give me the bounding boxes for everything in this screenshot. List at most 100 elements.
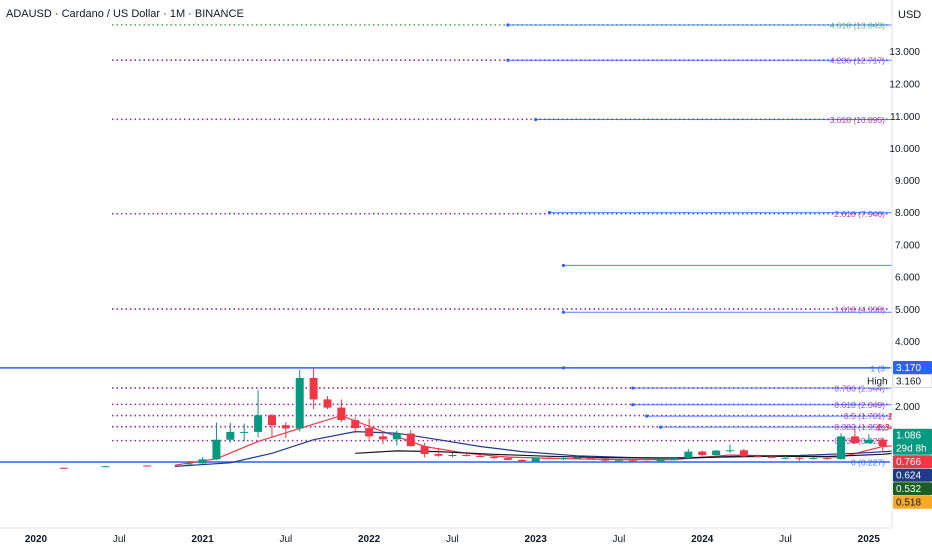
candle-body — [379, 436, 387, 440]
candle-body — [254, 415, 263, 432]
target-anchor-dot — [534, 117, 538, 122]
time-tick-label: 2025 — [858, 534, 881, 545]
fib-extension-levels: 4.618 (13.843)4.236 (12.717)3.618 (10.89… — [112, 20, 888, 468]
time-tick-label: Jul — [113, 534, 126, 545]
candle-body — [559, 458, 568, 460]
candle-body — [781, 457, 790, 459]
price-tick-label: 4.000 — [895, 337, 920, 348]
target-anchor-dot — [561, 263, 566, 268]
candles — [59, 367, 915, 469]
candle-body — [531, 457, 540, 462]
time-axis[interactable]: 2020Jul2021Jul2022Jul2023Jul2024Jul2025J… — [0, 527, 932, 545]
price-badge — [893, 468, 932, 482]
candle-body — [337, 407, 346, 421]
candle-body — [490, 456, 499, 459]
candle-body — [809, 458, 818, 460]
candle-body — [226, 431, 235, 440]
price-badge — [893, 361, 932, 375]
price-tick-label: 12.000 — [889, 80, 920, 91]
target-anchor-dot — [659, 425, 663, 429]
candle-body — [864, 439, 873, 444]
candle-body — [628, 460, 637, 462]
price-badge — [892, 374, 932, 389]
price-badge-value: 3.170 — [896, 363, 921, 374]
price-badge — [893, 428, 932, 455]
target-anchor-dot — [547, 211, 552, 215]
time-tick-label: 2022 — [358, 534, 381, 545]
candle-body — [476, 456, 485, 458]
time-tick-label: Jul — [279, 534, 292, 545]
time-tick-label: 2020 — [25, 534, 48, 545]
candle-body — [698, 451, 707, 455]
candle-body — [281, 425, 290, 429]
candle-body — [295, 377, 304, 429]
moving-average-line — [174, 414, 911, 466]
candle-body — [365, 428, 374, 437]
target-anchor-dot — [561, 366, 566, 370]
symbol-title[interactable]: ADAUSD · Cardano / US Dollar · 1M · BINA… — [6, 8, 244, 20]
target-anchor-dot — [506, 23, 510, 27]
candle-body — [573, 457, 582, 459]
candle-body — [795, 457, 804, 459]
time-tick-label: 2024 — [691, 534, 714, 545]
candle-body — [517, 459, 526, 462]
price-badge — [893, 495, 932, 509]
price-badge-value: 0.518 — [896, 498, 921, 509]
candle-body — [198, 459, 207, 464]
candle-body — [309, 377, 318, 400]
currency-label[interactable]: USD — [898, 9, 922, 21]
candle-body — [420, 446, 429, 454]
candle-body — [240, 431, 249, 433]
candle-body — [392, 433, 401, 440]
candle-body — [642, 461, 651, 463]
price-badges: 3.170 3.160 High 1.086 29d 8h 0.766 0.624 0.532… — [864, 361, 932, 509]
candle-body — [726, 450, 734, 452]
candle-body — [850, 436, 859, 444]
fib-level-label: 2.618 (7.946) — [834, 209, 885, 219]
candle-body — [351, 420, 360, 429]
candle-body — [267, 415, 276, 426]
candle-body — [448, 455, 457, 456]
time-tick-label: 2021 — [191, 534, 214, 545]
price-badge-value: 0.766 — [896, 457, 921, 468]
price-badge-value: 1.086 — [896, 431, 921, 442]
price-tick-label: 7.000 — [895, 240, 920, 251]
target-anchor-dot — [631, 386, 635, 390]
candle-body — [739, 450, 748, 457]
target-anchor-dot — [506, 58, 510, 62]
candle-body — [406, 433, 415, 447]
candle-body — [545, 457, 554, 459]
target-anchor-dot — [631, 403, 635, 407]
candle-body — [684, 451, 693, 459]
candle-body — [753, 456, 762, 458]
candle-body — [184, 463, 193, 465]
price-tick-label: 11.000 — [890, 112, 920, 123]
candle-body — [614, 460, 623, 462]
price-tick-label: 6.000 — [895, 273, 920, 284]
price-badge-value: 3.160 — [896, 377, 921, 388]
price-tick-label: 5.000 — [895, 305, 920, 316]
candle-body — [587, 457, 596, 459]
candle-body — [434, 453, 443, 456]
price-tick-label: 8.000 — [895, 208, 920, 219]
candle-body — [767, 456, 776, 458]
fib-level-label: 0.236 (0.923) — [834, 436, 885, 446]
time-tick-label: 2023 — [525, 534, 548, 545]
candle-body — [823, 458, 832, 460]
price-tick-label: 13.000 — [889, 47, 920, 58]
candle-body — [323, 399, 332, 408]
target-label: 1.34 — [876, 423, 895, 434]
moving-average-line — [174, 430, 911, 467]
price-tick-label: 9.000 — [895, 176, 920, 187]
candle-body — [837, 436, 846, 460]
candle-body — [462, 455, 471, 457]
candle-body — [101, 466, 110, 468]
price-badge-countdown: 29d 8h — [896, 444, 927, 455]
candle-body — [656, 460, 665, 462]
target-anchor-dot — [645, 414, 649, 418]
fib-level-label: 1.618 (4.998) — [834, 305, 885, 315]
time-tick-label: Jul — [779, 534, 792, 545]
candle-body — [143, 465, 152, 467]
